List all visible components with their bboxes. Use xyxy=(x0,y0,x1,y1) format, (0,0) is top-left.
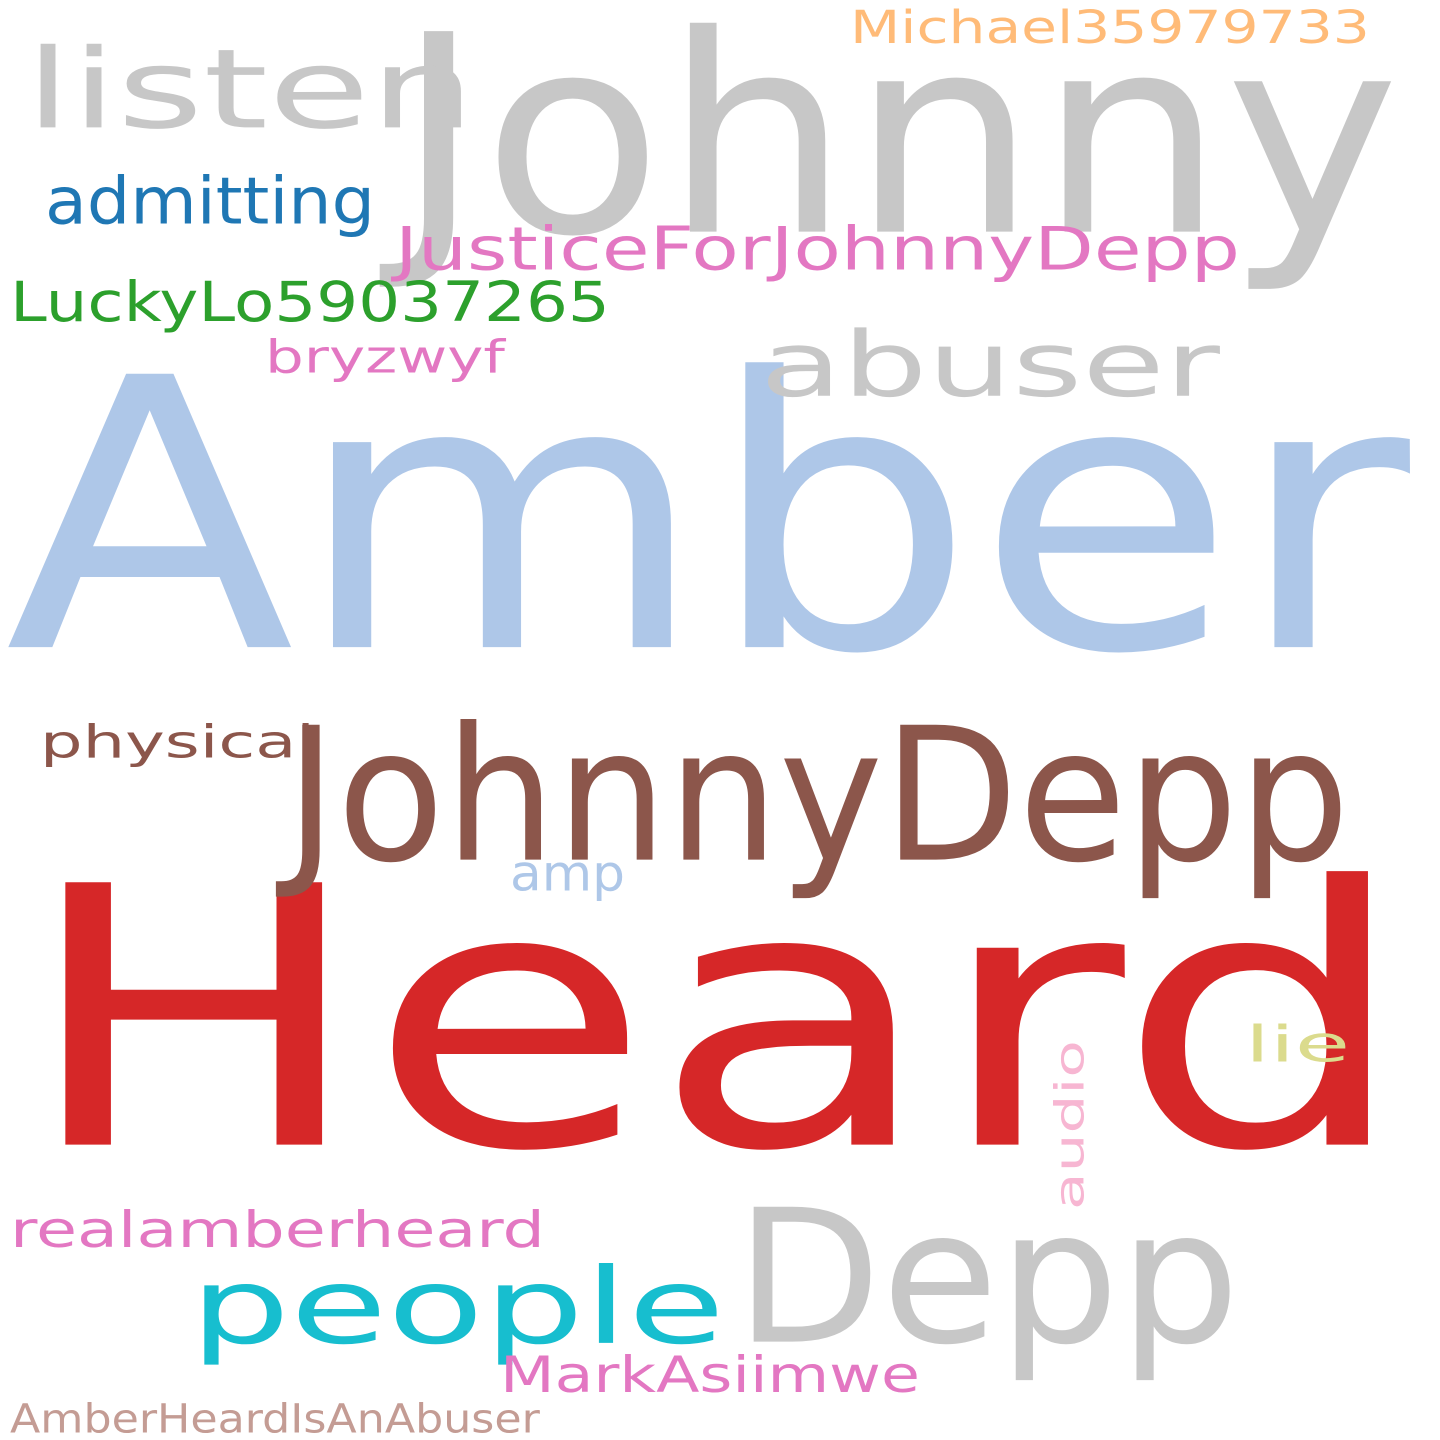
word-amberheardisanabuser: AmberHeardIsAnAbuser xyxy=(10,1396,540,1440)
word-audio: audio xyxy=(1046,1040,1094,1210)
word-markasiimwe: MarkAsiimwe xyxy=(500,1345,920,1404)
word-luckylo: LuckyLo59037265 xyxy=(10,269,610,335)
word-admitting: admitting xyxy=(45,164,375,240)
word-people: people xyxy=(190,1245,725,1369)
word-depp: Depp xyxy=(735,1169,1240,1386)
word-physical: physical xyxy=(40,715,315,769)
word-michael: Michael35979733 xyxy=(850,1,1370,54)
word-amber: Amber xyxy=(5,298,1410,736)
word-justiceforjohnnydepp: JusticeForJohnnyDepp xyxy=(395,214,1240,285)
word-abuser: abuser xyxy=(760,311,1220,418)
word-bryzwyf: bryzwyf xyxy=(265,331,505,384)
word-amp: amp xyxy=(510,845,625,904)
word-realamberheard: realamberheard xyxy=(10,1200,545,1259)
word-listen: listen xyxy=(25,25,475,154)
word-johnnydepp: JohnnyDepp xyxy=(285,689,1350,904)
word-lie: lie xyxy=(1245,1015,1350,1074)
word-heard: Heard xyxy=(20,810,1410,1230)
word-johnny: Johnny xyxy=(395,0,1400,297)
